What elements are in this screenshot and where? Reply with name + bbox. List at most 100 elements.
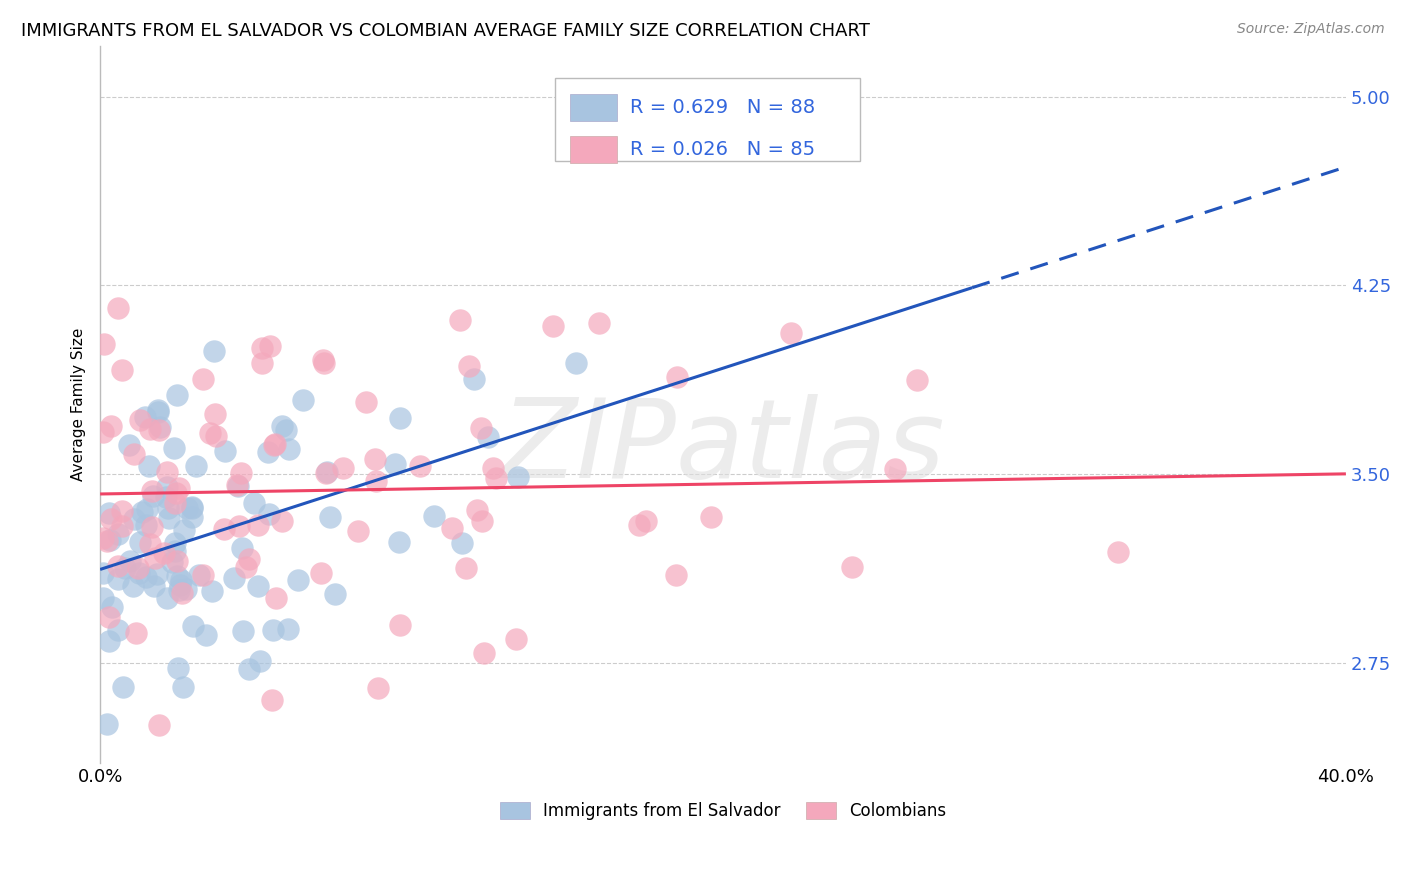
Point xyxy=(841,560,863,574)
Point xyxy=(91,425,114,439)
Point xyxy=(93,337,115,351)
Point xyxy=(356,395,378,409)
Text: R = 0.629   N = 88: R = 0.629 N = 88 xyxy=(630,98,814,118)
Point xyxy=(101,600,124,615)
Point xyxy=(98,533,121,547)
Point xyxy=(388,535,411,549)
Point xyxy=(450,536,472,550)
Point xyxy=(204,343,226,358)
Point xyxy=(485,471,508,485)
Point xyxy=(287,573,309,587)
Point xyxy=(148,423,170,437)
Point xyxy=(367,681,389,695)
Point xyxy=(212,522,235,536)
Point xyxy=(347,524,370,538)
FancyBboxPatch shape xyxy=(555,78,860,161)
Point xyxy=(315,467,337,481)
Point xyxy=(252,342,274,356)
Point xyxy=(291,392,314,407)
Point xyxy=(148,718,170,732)
Point xyxy=(118,554,141,568)
Point xyxy=(166,569,188,583)
Point xyxy=(167,582,190,597)
Point xyxy=(91,566,114,580)
Point xyxy=(277,442,299,457)
Point xyxy=(238,662,260,676)
Point xyxy=(388,411,411,425)
Point xyxy=(506,470,529,484)
Point xyxy=(96,533,118,548)
Point xyxy=(472,646,495,660)
Point xyxy=(665,568,688,582)
Point xyxy=(470,421,492,435)
Point xyxy=(157,511,180,525)
Point xyxy=(165,485,187,500)
Point xyxy=(131,505,153,519)
Point xyxy=(107,301,129,315)
Point xyxy=(118,438,141,452)
Point xyxy=(172,680,194,694)
Point xyxy=(312,356,335,370)
Point xyxy=(232,624,254,638)
Point xyxy=(135,570,157,584)
Point xyxy=(100,511,122,525)
Point xyxy=(107,572,129,586)
Point xyxy=(146,403,169,417)
Point xyxy=(169,578,191,592)
Point xyxy=(195,627,218,641)
Point xyxy=(323,586,346,600)
Text: IMMIGRANTS FROM EL SALVADOR VS COLOMBIAN AVERAGE FAMILY SIZE CORRELATION CHART: IMMIGRANTS FROM EL SALVADOR VS COLOMBIAN… xyxy=(21,22,870,40)
Point xyxy=(627,517,650,532)
Point xyxy=(107,526,129,541)
Point xyxy=(201,583,224,598)
Point xyxy=(243,496,266,510)
Point xyxy=(318,510,340,524)
Point xyxy=(249,654,271,668)
Bar xyxy=(569,136,617,163)
Point xyxy=(193,371,215,385)
Point xyxy=(231,541,253,555)
Point xyxy=(139,537,162,551)
Point xyxy=(465,503,488,517)
Point xyxy=(477,430,499,444)
Point xyxy=(143,579,166,593)
Point xyxy=(262,623,284,637)
Point xyxy=(121,579,143,593)
Point xyxy=(564,356,586,370)
Point xyxy=(247,579,270,593)
Point xyxy=(228,519,250,533)
Point xyxy=(98,633,121,648)
Point xyxy=(226,479,249,493)
Point xyxy=(165,496,187,510)
Point xyxy=(143,550,166,565)
Point xyxy=(160,555,183,569)
Point xyxy=(384,457,406,471)
Point xyxy=(156,591,179,605)
Point xyxy=(884,462,907,476)
Point xyxy=(262,693,284,707)
Point xyxy=(204,407,226,421)
Point xyxy=(238,552,260,566)
Point xyxy=(181,509,204,524)
Point xyxy=(165,544,187,558)
Text: Source: ZipAtlas.com: Source: ZipAtlas.com xyxy=(1237,22,1385,37)
Point xyxy=(146,405,169,419)
Point xyxy=(134,410,156,425)
Point xyxy=(170,586,193,600)
Point xyxy=(449,312,471,326)
Point xyxy=(366,475,388,489)
Y-axis label: Average Family Size: Average Family Size xyxy=(72,328,86,482)
Point xyxy=(114,560,136,574)
Point xyxy=(152,546,174,560)
Point xyxy=(181,619,204,633)
Point xyxy=(247,518,270,533)
Point xyxy=(259,339,281,353)
Point xyxy=(505,632,527,647)
Point xyxy=(141,519,163,533)
Point xyxy=(127,561,149,575)
Point xyxy=(1107,545,1129,559)
Point xyxy=(780,326,803,340)
Point xyxy=(135,517,157,532)
Point xyxy=(309,566,332,581)
Point xyxy=(146,567,169,582)
